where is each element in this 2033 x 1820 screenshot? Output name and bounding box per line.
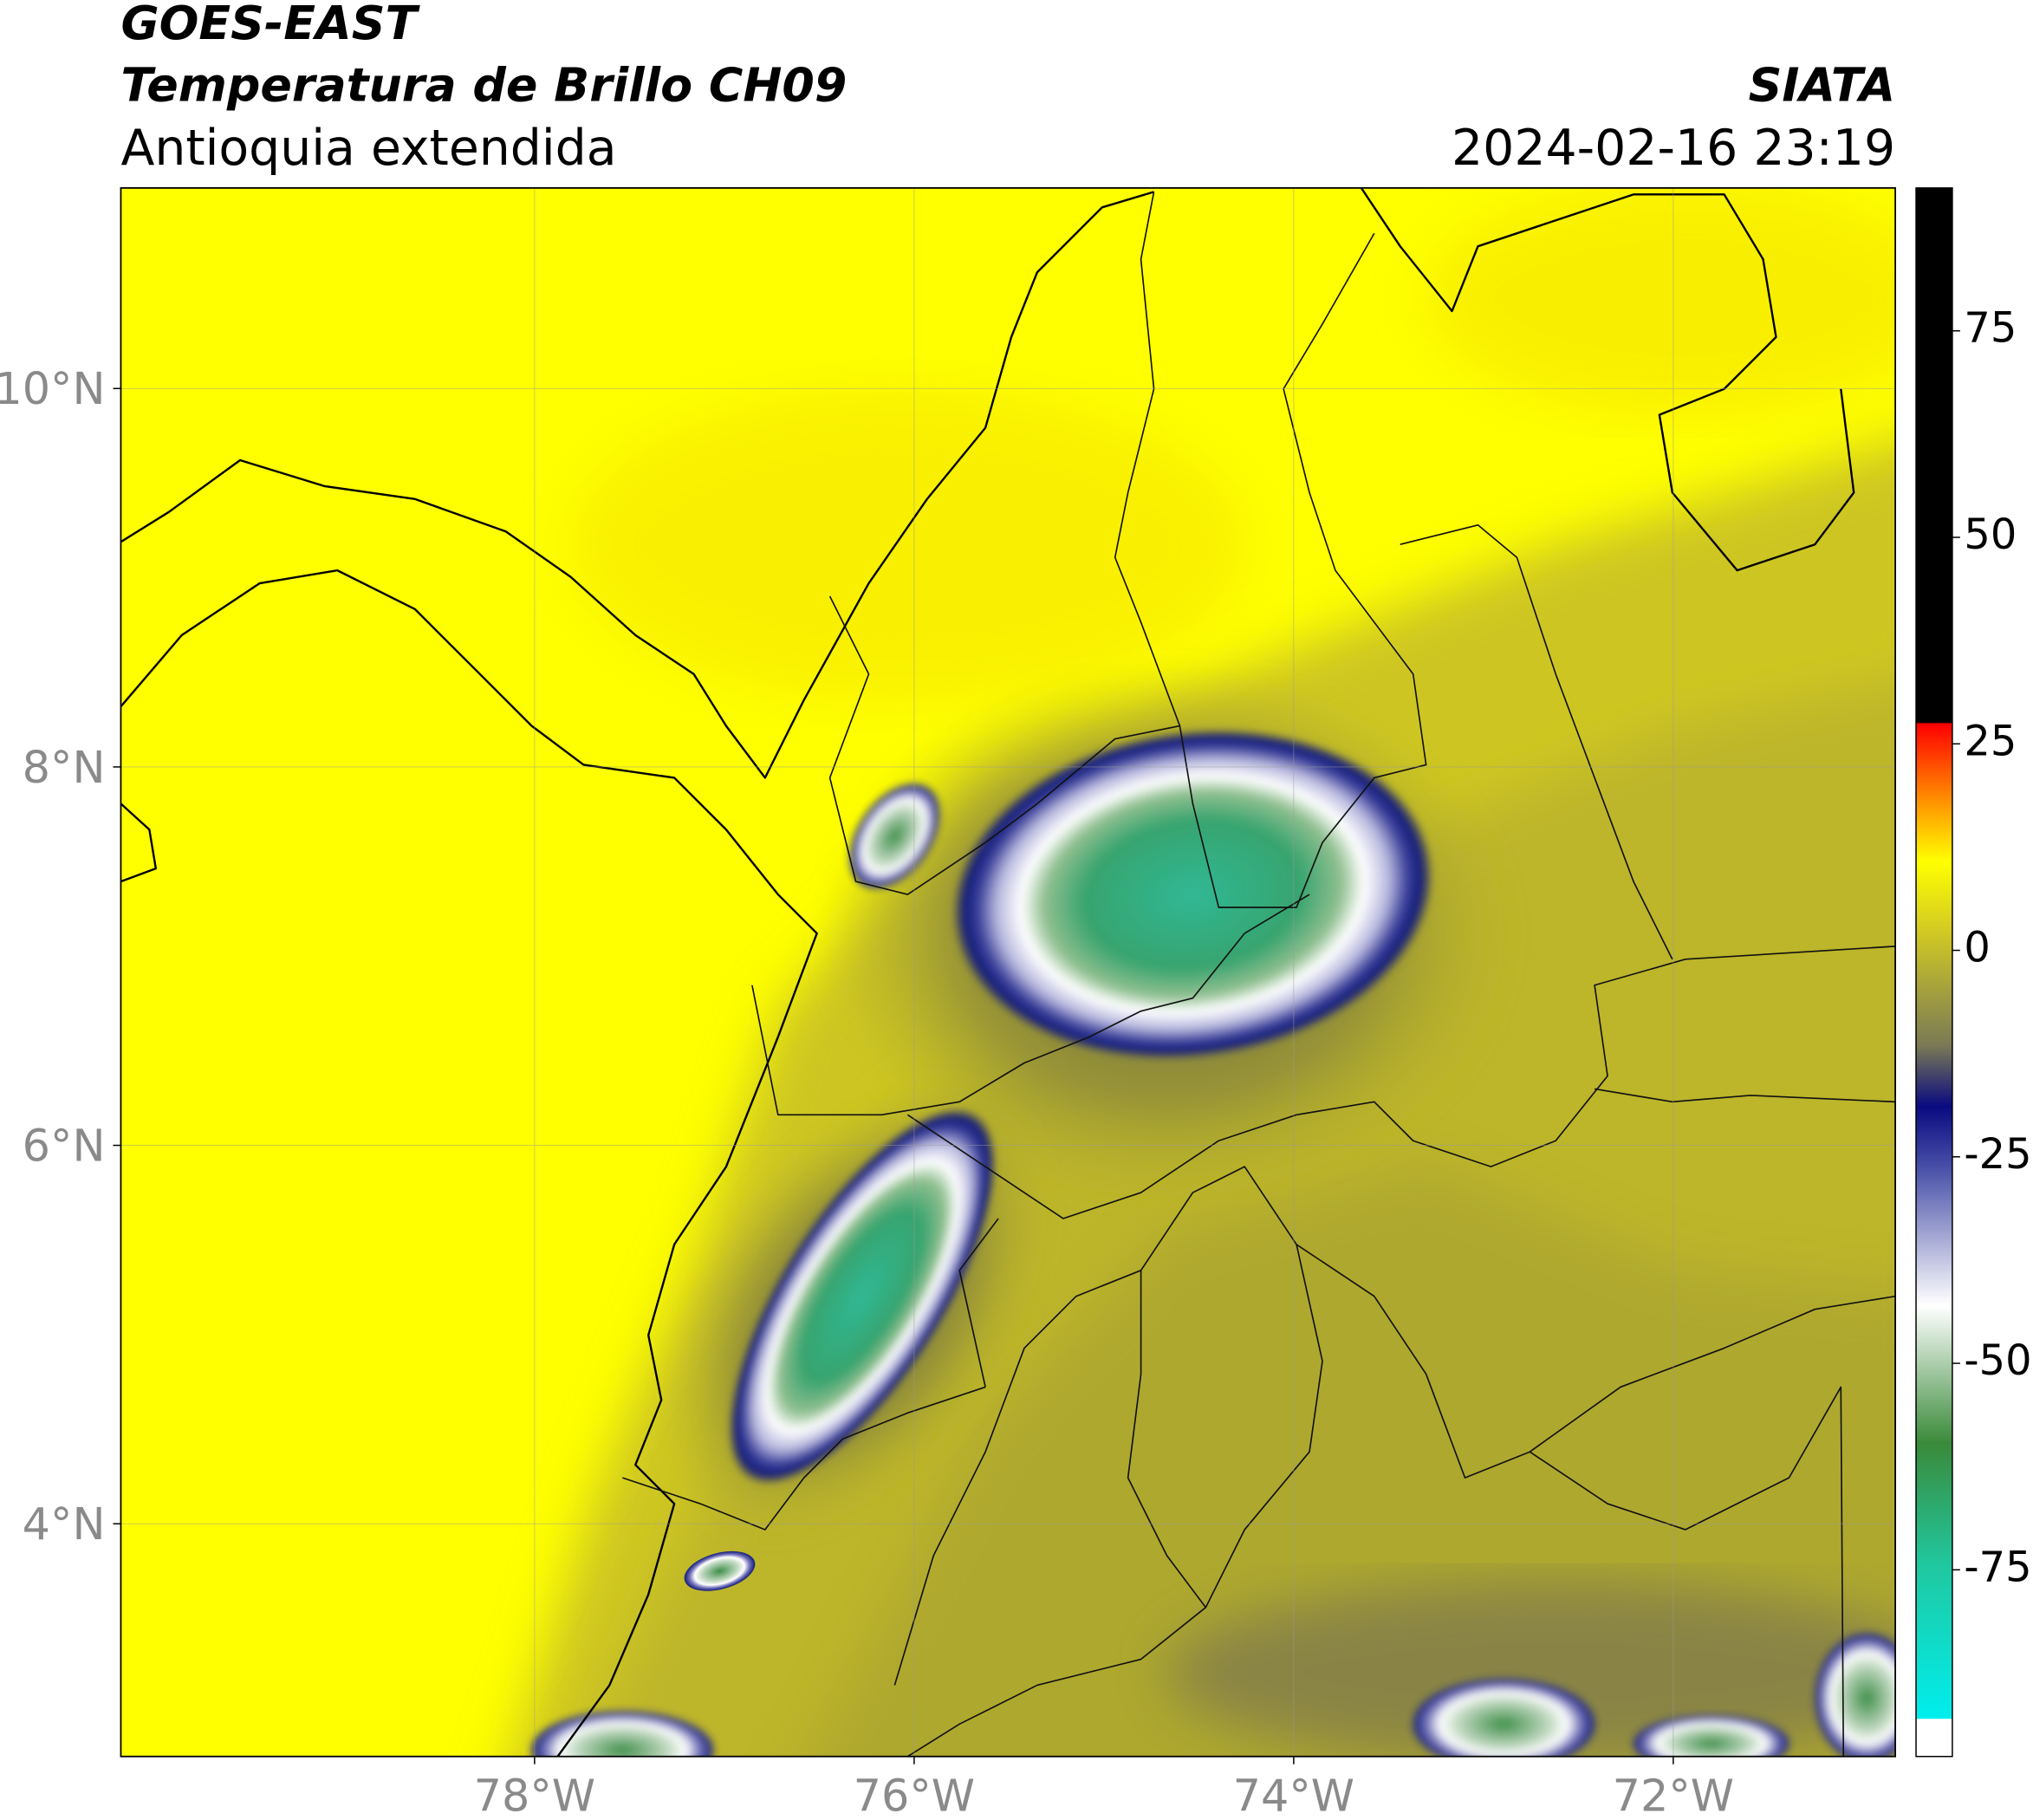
colorbar-frame	[1915, 187, 1953, 1758]
product: Temperatura de Brillo CH09	[120, 58, 847, 113]
colorbar-tick-label: 50	[1964, 511, 2017, 559]
x-tick-label: 76°W	[854, 1771, 975, 1820]
colorbar-tick-label: -50	[1964, 1337, 2031, 1385]
colorbar-tick-label: -75	[1964, 1544, 2031, 1591]
colorbar-tick-label: 75	[1964, 305, 2017, 353]
y-tick-label: 4°N	[23, 1498, 106, 1550]
colorbar-extension	[1916, 1719, 1952, 1757]
satellite: GOES-EAST	[120, 0, 420, 50]
x-tick-label: 78°W	[474, 1771, 595, 1820]
y-tick-label: 10°N	[0, 363, 106, 414]
colorbar-tick-label: -25	[1964, 1131, 2031, 1179]
graticule	[120, 187, 1896, 1757]
colorbar-tick-label: 25	[1964, 718, 2017, 765]
x-tick-label: 72°W	[1613, 1771, 1734, 1820]
y-tick-label: 6°N	[23, 1121, 106, 1172]
colorbar	[1916, 187, 1952, 1719]
y-tick-label: 8°N	[23, 742, 106, 793]
colorbar-tick-label: 0	[1964, 925, 1990, 972]
datetime: 2024-02-16 23:19	[1452, 120, 1895, 177]
satellite-image	[120, 187, 1896, 1757]
x-tick-label: 74°W	[1233, 1771, 1354, 1820]
region: Antioquia extendida	[120, 120, 616, 177]
map-frame	[120, 186, 1896, 1758]
brand: SIATA	[1749, 58, 1896, 113]
